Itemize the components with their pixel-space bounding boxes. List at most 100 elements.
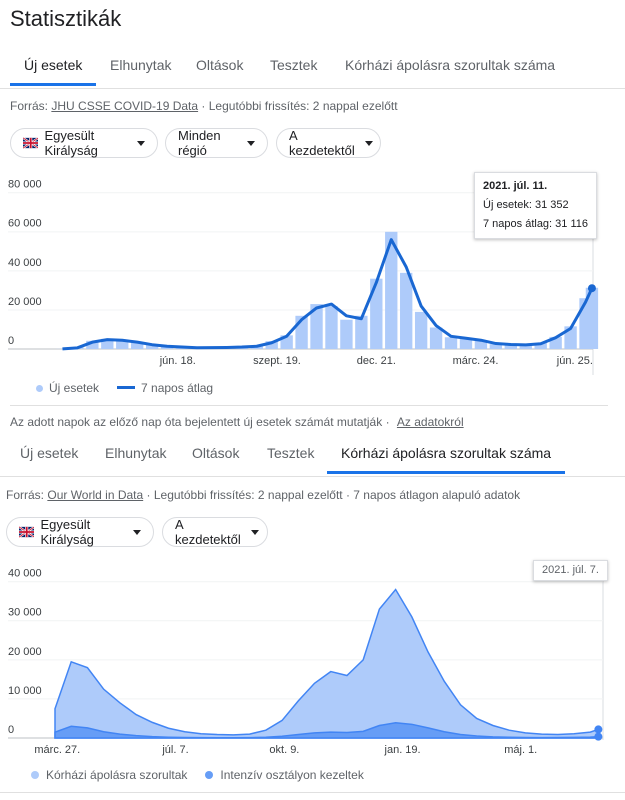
x-tick-label: szept. 19. <box>253 355 301 367</box>
y-tick-label: 80 000 <box>8 179 42 191</box>
legend-swatch <box>31 771 39 779</box>
bar <box>429 327 443 349</box>
bar <box>444 337 458 349</box>
tab[interactable]: Tesztek <box>270 57 318 73</box>
x-tick-label: dec. 21. <box>357 355 396 367</box>
y-tick-label: 40 000 <box>8 568 42 580</box>
source-link[interactable]: JHU CSSE COVID-19 Data <box>51 99 199 113</box>
bar <box>519 344 532 349</box>
chart: 0 20 000 40 000 60 000 80 000 jún. 18. szept. … <box>8 175 599 375</box>
x-tick-label: márc. 27. <box>34 744 80 756</box>
legend-swatch <box>36 385 43 392</box>
filter-chip[interactable]: Egyesült Királyság <box>6 517 154 547</box>
y-tick-label: 0 <box>8 335 14 347</box>
bar <box>474 340 488 349</box>
tab[interactable]: Új esetek <box>24 57 83 73</box>
bar <box>86 340 99 349</box>
uk-flag <box>19 525 35 539</box>
tab[interactable]: Kórházi ápolásra szorultak száma <box>345 57 556 73</box>
bar <box>340 319 353 349</box>
source-link[interactable]: Our World in Data <box>47 488 144 502</box>
bar <box>145 344 159 349</box>
point <box>594 725 603 734</box>
y-tick-label: 0 <box>8 724 14 736</box>
bar <box>101 338 114 349</box>
tab[interactable]: Kórházi ápolásra szorultak száma <box>341 445 552 461</box>
x-tick-label: jún. 25. <box>556 355 593 367</box>
divider <box>0 88 625 89</box>
tab[interactable]: Elhunytak <box>105 445 167 461</box>
x-tick-label: márc. 24. <box>453 355 499 367</box>
bar <box>385 231 398 349</box>
bar <box>534 342 547 349</box>
point <box>587 284 596 293</box>
filter-chip[interactable]: A kezdetektől <box>276 128 381 158</box>
divider <box>10 405 608 406</box>
bar <box>400 272 413 349</box>
line <box>62 238 594 351</box>
divider <box>0 476 625 477</box>
y-tick-label: 40 000 <box>8 257 42 269</box>
bar <box>414 311 428 349</box>
bar <box>504 345 517 349</box>
bar <box>116 339 129 349</box>
source-label: Forrás: <box>6 488 45 502</box>
tab[interactable]: Elhunytak <box>110 57 172 73</box>
filter-label: Egyesült Királyság <box>44 128 98 158</box>
filter-label: Egyesült Királyság <box>40 517 94 547</box>
y-tick-label: 20 000 <box>8 646 42 658</box>
x-tick-label: máj. 1. <box>504 744 537 756</box>
y-tick-label: 20 000 <box>8 296 42 308</box>
bar <box>325 306 338 349</box>
filter-chip[interactable]: Egyesült Királyság <box>10 128 158 158</box>
tab-indicator <box>10 83 97 86</box>
legend-label: Kórházi ápolásra szorultak <box>46 768 188 782</box>
page-title: Statisztikák <box>10 6 122 31</box>
bar <box>131 342 144 349</box>
tooltip-line: Új esetek: 31 352 <box>483 199 569 211</box>
divider <box>0 792 625 793</box>
legend: Új esetek 7 napos átlag <box>36 381 213 395</box>
legend-label: 7 napos átlag <box>141 381 214 395</box>
filter-label: A kezdetektől <box>175 517 241 547</box>
source: Forrás: Our World in Data · Legutóbbi fr… <box>6 488 520 502</box>
x-tick-label: okt. 9. <box>269 744 299 756</box>
uk-flag <box>23 136 39 150</box>
legend: Kórházi ápolásra szorultak Intenzív osztá… <box>31 768 364 782</box>
source-label: Forrás: <box>10 99 49 113</box>
point <box>594 732 603 741</box>
source-note: · Legutóbbi frissítés: 2 nappal ezelőtt … <box>146 488 521 502</box>
y-tick-label: 30 000 <box>8 607 42 619</box>
x-tick-label: júl. 7. <box>161 744 188 756</box>
footnote-link[interactable]: Az adatokról <box>396 415 464 429</box>
tab[interactable]: Új esetek <box>20 445 79 461</box>
filter-label: A kezdetektől <box>289 128 355 158</box>
bar <box>489 344 503 349</box>
tooltip: 2021. júl. 11. Új esetek: 31 352 7 napos á… <box>474 172 597 239</box>
tab[interactable]: Oltások <box>192 445 240 461</box>
area <box>54 588 600 739</box>
chart: 0 10 000 20 000 30 000 40 000 márc. 27. júl. 7… <box>8 568 604 756</box>
filter-chip[interactable]: A kezdetektől <box>162 517 268 547</box>
tooltip-title: 2021. júl. 7. <box>542 564 599 576</box>
bar <box>370 278 383 349</box>
filter-chip[interactable]: Minden régió <box>165 128 268 158</box>
x-tick-label: jan. 19. <box>384 744 421 756</box>
footnote-text: Az adott napok az előző nap óta bejelent… <box>10 415 383 429</box>
x-tick-label: jún. 18. <box>159 355 196 367</box>
source-note: · Legutóbbi frissítés: 2 nappal ezelőtt <box>201 99 398 113</box>
bar <box>585 287 599 349</box>
bar <box>459 337 473 349</box>
tab-indicator <box>327 471 566 474</box>
legend-swatch <box>205 771 214 779</box>
filter-label: Minden régió <box>178 128 221 158</box>
tooltip-title: 2021. júl. 11. <box>483 180 548 192</box>
legend-label: Új esetek <box>49 381 100 395</box>
tooltip-line: 7 napos átlag: 31 116 <box>483 218 588 230</box>
separator: · <box>385 415 390 429</box>
area <box>54 722 600 739</box>
tab[interactable]: Oltások <box>196 57 244 73</box>
y-tick-label: 60 000 <box>8 218 42 230</box>
tab[interactable]: Tesztek <box>267 445 315 461</box>
